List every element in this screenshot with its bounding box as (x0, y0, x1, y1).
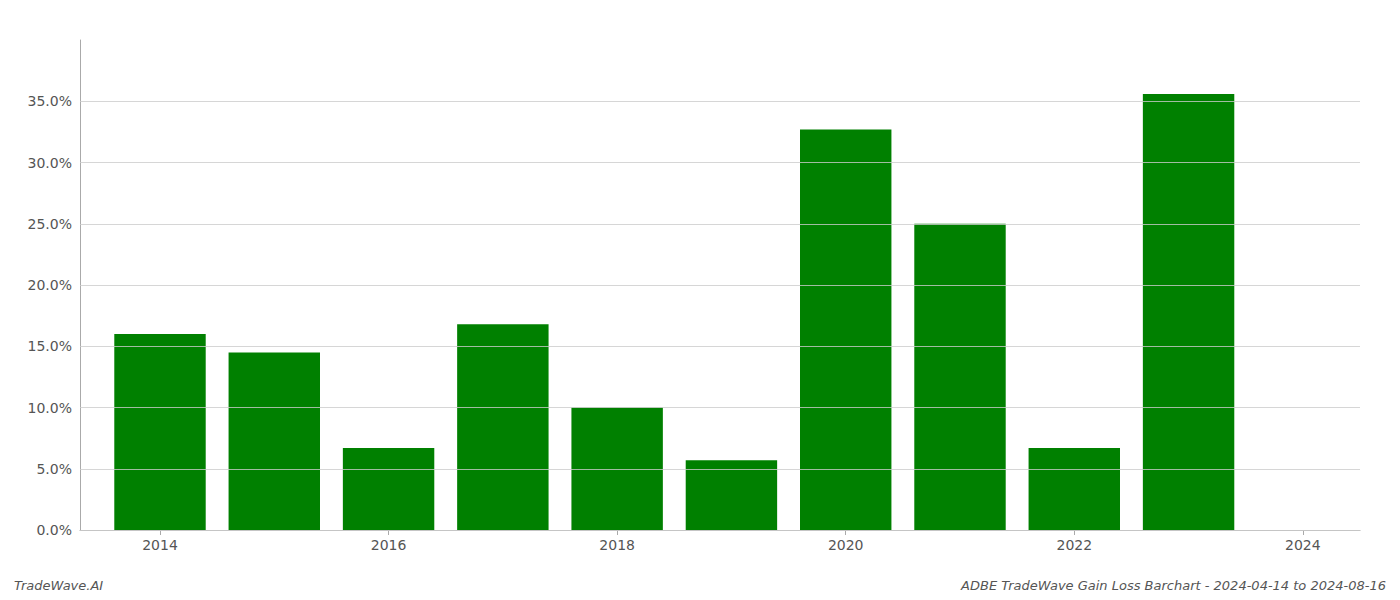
svg-text:20.0%: 20.0% (28, 277, 72, 293)
svg-text:30.0%: 30.0% (28, 155, 72, 171)
svg-text:2018: 2018 (599, 537, 635, 553)
svg-text:2020: 2020 (828, 537, 864, 553)
svg-text:35.0%: 35.0% (28, 93, 72, 109)
svg-text:10.0%: 10.0% (28, 400, 72, 416)
svg-text:2014: 2014 (142, 537, 178, 553)
svg-text:15.0%: 15.0% (28, 338, 72, 354)
svg-text:0.0%: 0.0% (36, 522, 72, 538)
svg-text:ADBE TradeWave Gain Loss Barch: ADBE TradeWave Gain Loss Barchart - 2024… (960, 578, 1386, 593)
svg-text:2022: 2022 (1056, 537, 1092, 553)
svg-text:25.0%: 25.0% (28, 216, 72, 232)
svg-text:2024: 2024 (1285, 537, 1321, 553)
svg-text:5.0%: 5.0% (36, 461, 72, 477)
svg-text:TradeWave.AI: TradeWave.AI (14, 578, 103, 593)
svg-text:2016: 2016 (371, 537, 407, 553)
